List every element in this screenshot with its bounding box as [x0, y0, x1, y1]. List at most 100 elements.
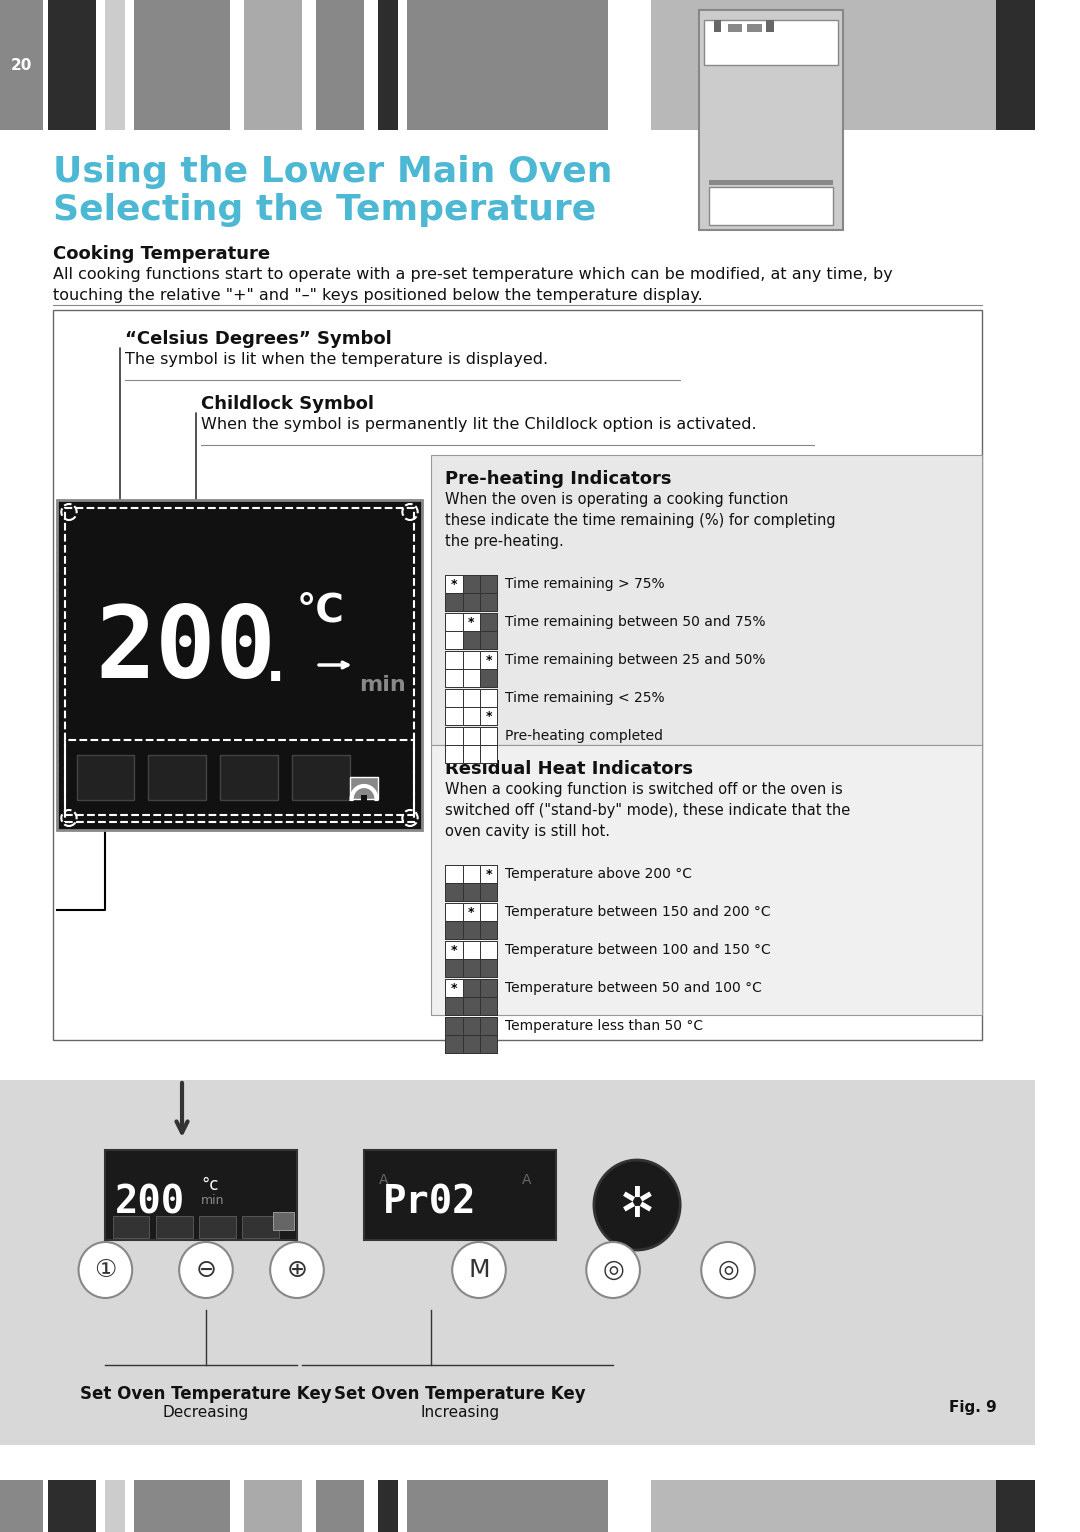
- Bar: [651, 0, 997, 130]
- Text: Time remaining between 50 and 75%: Time remaining between 50 and 75%: [504, 614, 766, 630]
- Bar: [106, 1480, 124, 1532]
- Text: Temperature between 50 and 100 °C: Temperature between 50 and 100 °C: [504, 980, 761, 994]
- Bar: [462, 866, 480, 882]
- Text: When the oven is operating a cooking function
these indicate the time remaining : When the oven is operating a cooking fun…: [445, 492, 836, 548]
- Bar: [462, 866, 480, 882]
- Text: *: *: [450, 982, 457, 994]
- Bar: [407, 1480, 608, 1532]
- Bar: [462, 902, 480, 921]
- Text: °c: °c: [201, 1177, 218, 1193]
- Bar: [480, 882, 497, 901]
- Bar: [364, 1151, 555, 1239]
- Bar: [480, 689, 497, 706]
- Bar: [462, 651, 480, 669]
- Text: min: min: [201, 1193, 225, 1207]
- Text: Using the Lower Main Oven: Using the Lower Main Oven: [53, 155, 612, 188]
- Bar: [200, 1216, 235, 1238]
- Text: Increasing: Increasing: [420, 1405, 499, 1420]
- Bar: [462, 745, 480, 763]
- Bar: [767, 20, 774, 32]
- Bar: [445, 651, 462, 669]
- Text: Temperature between 100 and 150 °C: Temperature between 100 and 150 °C: [504, 944, 771, 958]
- Circle shape: [270, 1242, 324, 1298]
- Bar: [462, 941, 480, 959]
- Bar: [480, 882, 497, 901]
- Bar: [134, 1480, 230, 1532]
- Text: A: A: [522, 1174, 531, 1187]
- Bar: [148, 755, 206, 800]
- Bar: [445, 882, 462, 901]
- Text: Decreasing: Decreasing: [163, 1405, 249, 1420]
- Bar: [480, 669, 497, 686]
- Bar: [65, 509, 414, 823]
- Bar: [480, 1036, 497, 1052]
- Text: *: *: [450, 944, 457, 956]
- Bar: [445, 921, 462, 939]
- Bar: [462, 882, 480, 901]
- Bar: [407, 0, 608, 130]
- Text: .: .: [258, 639, 292, 691]
- Bar: [77, 755, 134, 800]
- Text: Pre-heating Indicators: Pre-heating Indicators: [445, 470, 672, 489]
- Bar: [462, 593, 480, 611]
- Bar: [445, 728, 462, 745]
- Bar: [462, 689, 480, 706]
- Text: Time remaining between 25 and 50%: Time remaining between 25 and 50%: [504, 653, 766, 666]
- Bar: [462, 613, 480, 631]
- Bar: [445, 959, 462, 977]
- Bar: [462, 651, 480, 669]
- Bar: [48, 1480, 96, 1532]
- Bar: [480, 745, 497, 763]
- Bar: [316, 1480, 364, 1532]
- Bar: [747, 25, 761, 32]
- Bar: [462, 728, 480, 745]
- Bar: [480, 997, 497, 1016]
- Bar: [445, 997, 462, 1016]
- Bar: [480, 728, 497, 745]
- Bar: [445, 669, 462, 686]
- Text: The symbol is lit when the temperature is displayed.: The symbol is lit when the temperature i…: [124, 352, 548, 368]
- Bar: [997, 0, 1035, 130]
- Text: When a cooking function is switched off or the oven is
switched off ("stand-by" : When a cooking function is switched off …: [445, 781, 851, 840]
- Text: *: *: [468, 905, 474, 919]
- Bar: [462, 979, 480, 997]
- Bar: [462, 574, 480, 593]
- Bar: [480, 651, 497, 669]
- Bar: [445, 631, 462, 650]
- Bar: [462, 997, 480, 1016]
- Bar: [462, 941, 480, 959]
- Bar: [480, 631, 497, 650]
- Bar: [480, 941, 497, 959]
- Text: Set Oven Temperature Key: Set Oven Temperature Key: [334, 1385, 585, 1403]
- Bar: [462, 613, 480, 631]
- Bar: [273, 1212, 294, 1230]
- Bar: [480, 613, 497, 631]
- Bar: [293, 755, 350, 800]
- Bar: [462, 1036, 480, 1052]
- Bar: [462, 997, 480, 1016]
- Bar: [714, 20, 721, 32]
- Bar: [445, 745, 462, 763]
- Circle shape: [179, 1242, 233, 1298]
- Bar: [708, 187, 834, 225]
- Bar: [462, 669, 480, 686]
- Text: ①: ①: [94, 1258, 117, 1282]
- Circle shape: [79, 1242, 132, 1298]
- Text: All cooking functions start to operate with a pre-set temperature which can be m: All cooking functions start to operate w…: [53, 267, 892, 303]
- Bar: [480, 706, 497, 725]
- Bar: [462, 979, 480, 997]
- Bar: [480, 1036, 497, 1052]
- Bar: [480, 613, 497, 631]
- Bar: [445, 866, 462, 882]
- Circle shape: [453, 1242, 505, 1298]
- Bar: [480, 1017, 497, 1036]
- Text: When the symbol is permanently lit the Childlock option is activated.: When the symbol is permanently lit the C…: [201, 417, 757, 432]
- Text: Cooking Temperature: Cooking Temperature: [53, 245, 270, 264]
- Bar: [480, 728, 497, 745]
- Bar: [445, 921, 462, 939]
- Bar: [445, 728, 462, 745]
- Bar: [462, 921, 480, 939]
- Bar: [480, 959, 497, 977]
- Text: *: *: [485, 709, 491, 723]
- Bar: [462, 959, 480, 977]
